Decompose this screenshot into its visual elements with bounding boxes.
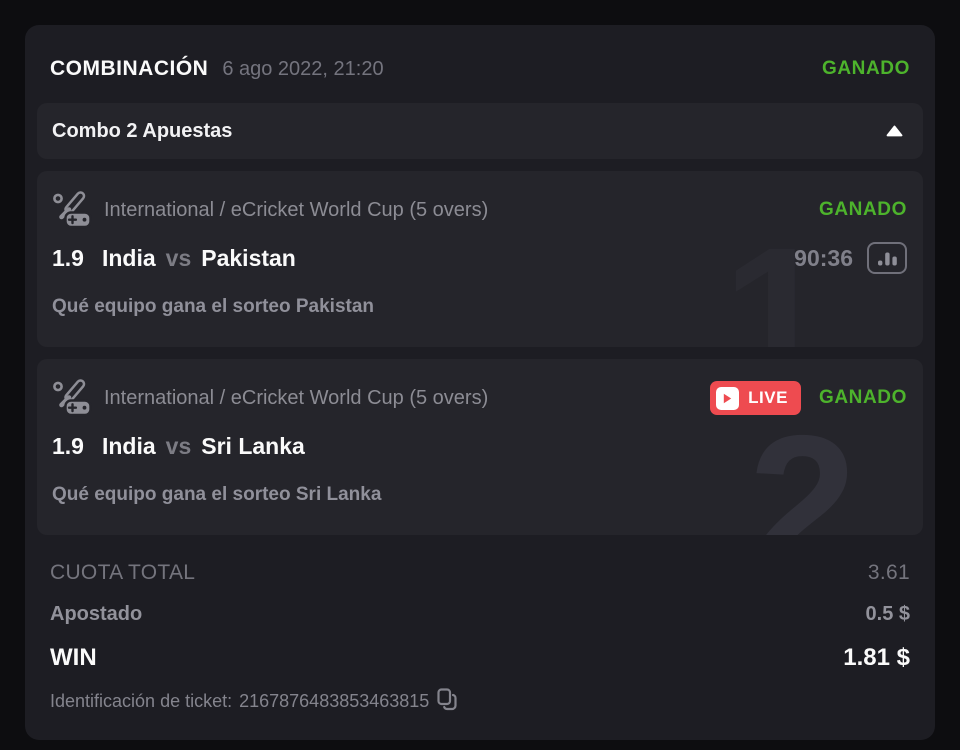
ticket-status-badge: GANADO [821, 58, 910, 79]
bet-index-watermark: 1 [722, 207, 831, 348]
ticket-summary: CUOTA TOTAL 3.61 Apostado 0.5 $ WIN 1.81… [25, 547, 935, 714]
away-team: Sri Lanka [201, 432, 305, 459]
vs-label: vs [165, 432, 192, 459]
ticket-type-title: COMBINACIÓN [50, 57, 209, 80]
win-value: 1.81 $ [843, 644, 910, 671]
copy-icon [437, 688, 457, 714]
ticket-id-row: Identificación de ticket: 21678764838534… [50, 688, 910, 714]
away-team: Pakistan [201, 244, 296, 271]
live-label: LIVE [748, 388, 788, 407]
league-label: International / eCricket World Cup (5 ov… [104, 386, 489, 409]
match-score: 90:36 [794, 244, 853, 271]
league-label: International / eCricket World Cup (5 ov… [104, 198, 489, 221]
win-label: WIN [50, 644, 97, 671]
bet-status-badge: GANADO [818, 387, 907, 408]
market-description: Qué equipo gana el sorteo Pakistan [52, 296, 375, 317]
stats-button[interactable] [867, 242, 907, 274]
ticket-id-value: 2167876483853463815 [239, 690, 430, 711]
bet-card: 2 International / eCricket World Cup (5 … [37, 359, 923, 535]
bet-odds: 1.9 [52, 244, 84, 271]
play-icon [716, 386, 740, 410]
total-odds-value: 3.61 [867, 561, 910, 584]
copy-ticket-id-button[interactable] [437, 688, 457, 714]
vs-label: vs [165, 244, 192, 271]
chevron-up-icon [886, 125, 903, 137]
esports-cricket-icon [52, 379, 92, 417]
bet-odds: 1.9 [52, 432, 84, 459]
bet-index-watermark: 2 [748, 395, 857, 536]
ticket-datetime: 6 ago 2022, 21:20 [222, 57, 384, 80]
esports-cricket-icon [52, 191, 92, 229]
bet-card: 1 International / eCricket World Cup (5 … [37, 171, 923, 347]
stake-label: Apostado [50, 603, 143, 625]
stake-value: 0.5 $ [865, 603, 910, 625]
bet-status-badge: GANADO [818, 199, 907, 220]
combo-toggle-row[interactable]: Combo 2 Apuestas [37, 103, 923, 159]
home-team: India [101, 432, 156, 459]
home-team: India [101, 244, 156, 271]
bar-chart-icon [877, 248, 898, 269]
combo-label: Combo 2 Apuestas [52, 119, 233, 142]
live-badge: LIVE [710, 381, 801, 415]
ticket-id-label: Identificación de ticket: [50, 690, 233, 711]
bet-ticket-card: COMBINACIÓN 6 ago 2022, 21:20 GANADO Com… [25, 25, 935, 740]
ticket-header: COMBINACIÓN 6 ago 2022, 21:20 GANADO [25, 25, 935, 103]
market-description: Qué equipo gana el sorteo Sri Lanka [52, 484, 382, 505]
total-odds-label: CUOTA TOTAL [50, 561, 196, 584]
